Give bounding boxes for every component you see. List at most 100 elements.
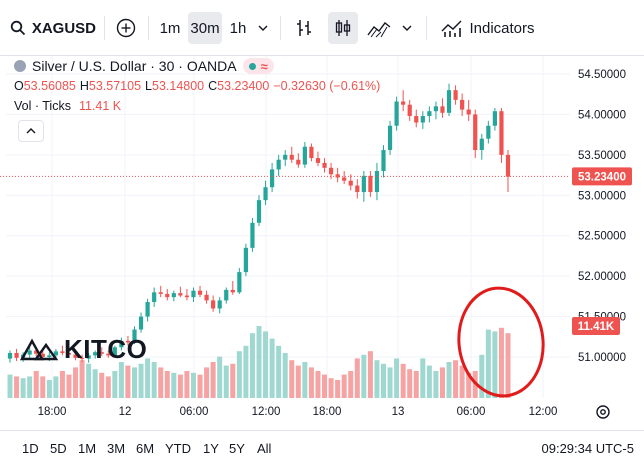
candle [204,290,209,304]
candle [158,285,163,298]
candle [99,347,104,357]
range-6m[interactable]: 6M [136,441,155,456]
candle [368,171,373,197]
range-3m[interactable]: 3M [107,441,126,456]
candle [237,268,242,294]
compare-symbol-button[interactable] [112,12,140,44]
volume-bar [46,380,52,398]
settings-icon[interactable] [596,405,610,419]
ohlc-row: O 53.56085 H 53.57105 L 53.14800 C 53.23400 … [14,79,381,93]
candle [7,350,13,363]
candle [492,107,497,131]
candle [132,326,137,345]
time-tick-label: 12:00 [529,406,558,418]
candle [73,351,78,361]
volume-bar [177,374,183,398]
volume-bar [505,333,511,398]
candle [348,174,353,191]
volume-legend-label: Vol · Ticks [14,99,71,113]
volume-bar [341,374,347,398]
volume-bar [315,371,321,398]
volume-bar [479,354,485,398]
close-value: 53.23400 [217,79,270,93]
area-chart-icon [367,22,391,38]
volume-bar [492,331,498,398]
candle [407,99,412,121]
candle [191,287,196,303]
candle [14,348,19,362]
time-tick-label: 18:00 [313,406,342,418]
range-5y[interactable]: 5Y [229,441,245,456]
candle [106,350,111,358]
market-status-badge[interactable]: ≈ [242,58,274,74]
grid [6,56,570,398]
interval-1h[interactable]: 1h [229,19,247,37]
price-tick-label: 53.00000 [578,190,626,202]
volume-bar [282,353,288,398]
collapse-legend-button[interactable] [18,120,44,142]
volume-bar [289,360,295,398]
indicators-button[interactable]: Indicators [438,12,538,44]
volume-bar [420,358,426,398]
clock[interactable]: 09:29:34 UTC-5 [541,441,635,456]
bar-style-button[interactable] [290,12,318,44]
chart-legend: Silver / U.S. Dollar · 30 · OANDA ≈ O 53.… [14,56,380,116]
range-all[interactable]: All [257,441,272,456]
volume-legend-value: 11.41 K [78,99,122,113]
bottom-toolbar: 1D 5D 1M 3M 6M YTD 1Y 5Y All 09:29:34 UT… [0,430,644,473]
candle [322,158,327,173]
candle [276,154,281,176]
volume-bar [328,378,334,398]
candle [387,120,393,155]
range-ytd[interactable]: YTD [165,441,191,456]
candle [86,352,91,363]
chevron-up-icon [26,128,36,134]
candle [473,109,478,159]
chart-pane[interactable]: 54.50000 54.00000 53.50000 53.00000 52.50000… [0,56,644,430]
indicators-label: Indicators [469,19,535,37]
kitco-wordmark: KITCO [64,334,148,364]
volume-bar [367,351,373,398]
candle [184,289,190,301]
chart-style-dropdown[interactable] [398,12,416,44]
candle [427,106,432,123]
volume-legend-row: Vol · Ticks 11.41 K [14,96,380,116]
volume-bar [374,360,380,398]
volume-bar [426,365,432,398]
candle [505,150,511,193]
volume-bar [20,378,26,398]
candles-style-button[interactable] [328,12,358,44]
time-tick-label: 12:00 [252,406,281,418]
volume-bar [295,365,301,398]
price-tick-label: 52.00000 [578,271,626,283]
volume-bar [105,376,111,398]
interval-1m[interactable]: 1m [159,19,181,37]
range-1m[interactable]: 1M [78,441,97,456]
range-5d[interactable]: 5D [50,441,67,456]
candle [165,289,170,301]
volume-bar [269,338,275,398]
volume-bar [394,358,400,398]
price-tick-label: 53.50000 [578,150,626,162]
volume-bar [243,345,249,398]
symbol-label: XAGUSD [31,19,96,37]
range-1y[interactable]: 1Y [203,441,219,456]
open-value: 53.56085 [23,79,76,93]
time-axis[interactable]: 18:00 12 06:00 12:00 18:00 13 06:00 12:00 [38,406,558,418]
interval-30m[interactable]: 30m [188,12,222,44]
kitco-logo-icon [20,338,59,360]
current-price-badge: 53.23400 [572,167,632,186]
volume-bar [164,371,170,398]
range-1d[interactable]: 1D [22,441,39,456]
current-price-label: 53.23400 [578,171,626,183]
volume-bar [66,374,72,398]
symbol-search-button[interactable]: XAGUSD [10,12,96,44]
volume-bar [190,372,196,398]
interval-dropdown[interactable] [254,12,272,44]
volume-bar [40,376,46,398]
candle [335,167,340,183]
area-style-button[interactable] [364,12,394,44]
candle [283,150,288,167]
candle [243,243,248,277]
volume-bar [33,371,39,398]
